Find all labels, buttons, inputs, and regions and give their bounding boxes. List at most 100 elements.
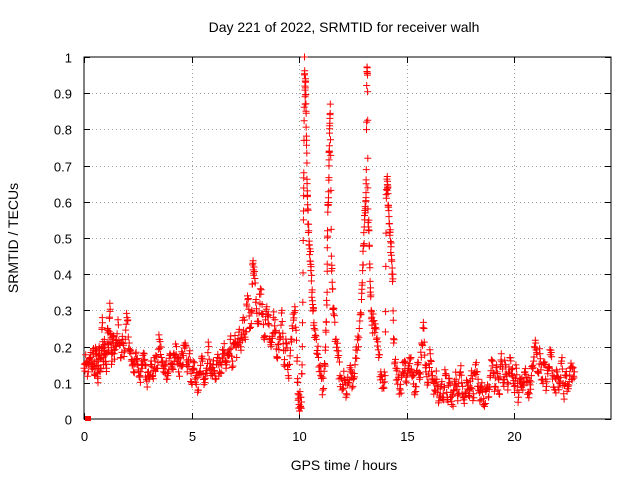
data-point bbox=[102, 368, 110, 375]
data-point bbox=[543, 378, 551, 386]
data-point bbox=[304, 192, 311, 199]
data-point bbox=[566, 371, 574, 379]
data-point bbox=[420, 325, 428, 332]
data-point bbox=[300, 207, 307, 215]
data-point bbox=[445, 374, 453, 382]
data-point bbox=[286, 352, 294, 360]
data-point bbox=[299, 237, 307, 244]
data-point bbox=[241, 333, 249, 341]
data-point bbox=[321, 362, 329, 370]
data-point bbox=[554, 372, 562, 380]
data-point bbox=[389, 316, 397, 324]
data-point bbox=[111, 355, 118, 363]
data-point bbox=[156, 344, 164, 352]
data-point bbox=[186, 347, 194, 355]
data-point bbox=[374, 346, 382, 354]
data-point bbox=[327, 186, 335, 194]
data-point bbox=[504, 380, 512, 388]
data-point bbox=[494, 386, 502, 394]
data-point bbox=[122, 320, 130, 328]
data-point bbox=[302, 109, 310, 117]
data-point bbox=[509, 365, 516, 373]
data-point bbox=[323, 260, 331, 268]
data-point bbox=[560, 395, 568, 403]
data-point bbox=[431, 375, 439, 383]
data-point bbox=[481, 402, 488, 410]
data-point bbox=[136, 378, 144, 386]
data-point bbox=[453, 385, 461, 393]
data-point bbox=[172, 340, 180, 348]
data-point bbox=[247, 323, 254, 331]
data-point bbox=[370, 317, 378, 325]
data-point bbox=[333, 339, 341, 347]
data-point bbox=[541, 360, 549, 368]
data-point bbox=[160, 361, 168, 369]
data-point bbox=[548, 367, 556, 375]
data-point bbox=[319, 374, 327, 382]
data-point bbox=[103, 340, 111, 348]
data-point bbox=[258, 301, 266, 308]
data-point bbox=[527, 378, 535, 386]
data-point bbox=[537, 366, 545, 374]
data-point bbox=[299, 319, 306, 327]
data-point bbox=[393, 365, 401, 373]
data-point bbox=[174, 353, 182, 361]
data-point bbox=[179, 352, 187, 360]
data-point bbox=[470, 394, 478, 402]
data-point bbox=[284, 366, 292, 373]
x-tick-label: 0 bbox=[81, 429, 88, 444]
data-point bbox=[186, 356, 194, 364]
data-point bbox=[472, 359, 480, 367]
data-point bbox=[241, 316, 248, 324]
data-point bbox=[351, 373, 359, 381]
data-point bbox=[441, 366, 449, 374]
data-point bbox=[552, 389, 560, 397]
data-point bbox=[382, 194, 390, 202]
data-point bbox=[396, 385, 404, 393]
data-point bbox=[114, 316, 122, 324]
data-point bbox=[406, 360, 414, 368]
data-point bbox=[288, 335, 296, 343]
data-point bbox=[353, 354, 361, 362]
data-point bbox=[504, 386, 512, 394]
data-point bbox=[271, 316, 279, 324]
data-point bbox=[419, 318, 427, 326]
data-point bbox=[558, 354, 566, 362]
data-point bbox=[485, 393, 493, 401]
data-point bbox=[227, 344, 235, 352]
data-point bbox=[388, 270, 396, 278]
y-tick-label: 0.4 bbox=[54, 268, 72, 283]
data-point bbox=[364, 154, 372, 162]
data-point bbox=[302, 77, 310, 85]
data-point bbox=[299, 269, 307, 277]
data-point bbox=[544, 370, 552, 378]
x-axis-label: GPS time / hours bbox=[291, 457, 398, 473]
data-point bbox=[300, 136, 308, 144]
data-point bbox=[325, 156, 333, 164]
y-tick-label: 0.5 bbox=[54, 232, 72, 247]
data-point bbox=[327, 136, 334, 144]
data-point bbox=[110, 346, 118, 354]
data-point bbox=[278, 318, 286, 325]
data-point bbox=[281, 356, 288, 364]
data-point bbox=[496, 373, 504, 381]
data-point bbox=[298, 343, 306, 351]
data-point bbox=[152, 352, 160, 360]
data-point bbox=[454, 397, 462, 405]
data-point bbox=[355, 343, 362, 351]
data-point bbox=[328, 278, 336, 286]
data-point bbox=[387, 239, 395, 247]
data-point bbox=[533, 350, 541, 358]
data-point bbox=[380, 384, 388, 392]
data-point bbox=[326, 100, 334, 108]
data-point bbox=[362, 176, 370, 184]
data-point bbox=[449, 402, 457, 410]
data-point bbox=[226, 346, 234, 354]
data-point bbox=[233, 354, 241, 361]
data-point bbox=[106, 299, 114, 307]
data-point bbox=[187, 370, 195, 378]
data-point bbox=[90, 358, 98, 366]
data-point bbox=[251, 279, 259, 287]
data-point bbox=[468, 385, 476, 393]
data-point bbox=[304, 229, 312, 236]
